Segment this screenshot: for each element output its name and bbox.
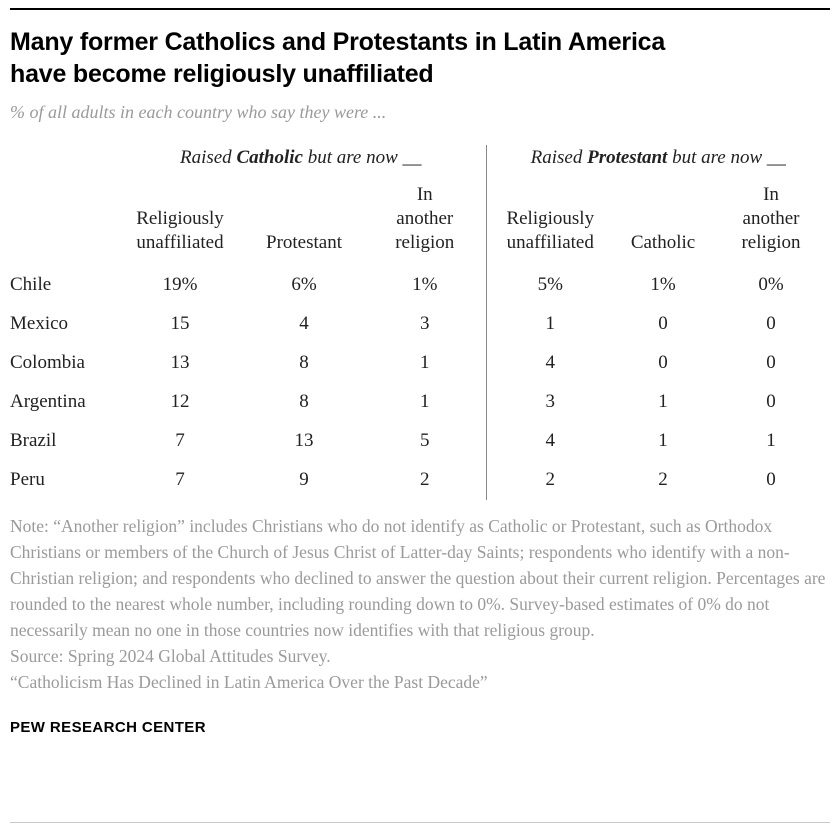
value-cell: 6% [291,274,317,296]
pew-research-center-wordmark: PEW RESEARCH CENTER [10,719,206,737]
value-cell: 9 [299,469,309,491]
column-header-another-religion: In another religion [741,184,801,253]
value-cell: 1% [412,274,438,296]
page-title: Many former Catholics and Protestants in… [10,28,666,88]
group-header-protestant: Raised Protestant but are now __ [485,145,831,173]
value-cell: 2 [658,469,668,491]
column-header-religiously-unaffiliated: Religiously unaffiliated [485,173,615,267]
value-cell: 1 [658,391,668,413]
value-cell: 0 [766,391,776,413]
value-cell: 3 [485,383,615,423]
value-cell: 0 [766,313,776,335]
table-row: Argentina 12 8 1 3 1 0 [10,383,830,423]
value-cell: 13 [170,352,190,374]
value-cell: 4 [299,313,309,335]
column-header-catholic: Catholic [630,231,696,253]
subtitle: % of all adults in each country who say … [10,102,387,122]
value-cell: 4 [485,344,615,384]
value-cell: 3 [420,313,430,335]
source-text: Source: Spring 2024 Global Attitudes Sur… [10,645,331,666]
country-cell: Chile [10,274,52,296]
group-header-religion: Protestant [587,147,668,168]
group-header-suffix: but are now __ [302,147,422,168]
value-cell: 13 [294,430,314,452]
value-cell: 0 [658,352,668,374]
group-header-spacer [10,145,116,173]
value-cell: 0 [766,469,776,491]
value-cell: 2 [420,469,430,491]
group-header-suffix: but are now __ [667,147,786,168]
group-header-religion: Catholic [236,147,303,168]
value-cell: 1 [485,305,615,345]
table-row: Peru 7 9 2 2 2 0 [10,461,830,501]
value-cell: 5% [485,266,615,306]
value-cell: 12 [170,391,190,413]
column-header-religiously-unaffiliated: Religiously unaffiliated [136,207,224,253]
value-cell: 0 [766,352,776,374]
value-cell: 8 [299,391,309,413]
group-header-prefix: Raised [179,147,237,168]
report-title-text: “Catholicism Has Declined in Latin Ameri… [10,671,488,692]
group-header-row: Raised Catholic but are now __ Raised Pr… [10,145,831,173]
country-cell: Brazil [10,430,57,452]
group-header-prefix: Raised [530,147,588,168]
country-cell: Argentina [10,391,86,413]
note-text: Note: “Another religion” includes Christ… [10,516,826,640]
value-cell: 7 [175,430,185,452]
footnotes: Note: “Another religion” includes Christ… [10,514,830,695]
column-header-protestant: Protestant [266,231,342,253]
group-header-catholic: Raised Catholic but are now __ [116,145,486,173]
country-cell: Mexico [10,313,69,335]
table-row: Brazil 7 13 5 4 1 1 [10,422,830,462]
value-cell: 1 [658,430,668,452]
value-cell: 1% [650,274,676,296]
value-cell: 1 [766,430,776,452]
bottom-rule [10,822,830,823]
table-row: Chile 19% 6% 1% 5% 1% 0% [10,266,830,306]
value-cell: 0 [658,313,668,335]
column-header-another-religion: In another religion [395,184,455,253]
table-row: Colombia 13 8 1 4 0 0 [10,344,830,384]
data-table: Raised Catholic but are now __ Raised Pr… [10,145,831,501]
table-row: Mexico 15 4 3 1 0 0 [10,305,830,345]
value-cell: 2 [485,461,615,501]
value-cell: 5 [420,430,430,452]
value-cell: 8 [299,352,309,374]
value-cell: 0% [758,274,784,296]
value-cell: 19% [162,274,198,296]
country-cell: Peru [10,469,45,491]
country-column-header [10,173,116,266]
country-cell: Colombia [10,352,85,374]
value-cell: 7 [175,469,185,491]
value-cell: 15 [170,313,190,335]
value-cell: 1 [420,391,430,413]
column-header-row: Religiously unaffiliated Protestant In a… [10,173,830,267]
value-cell: 1 [420,352,430,374]
top-rule [10,8,830,10]
value-cell: 4 [485,422,615,462]
